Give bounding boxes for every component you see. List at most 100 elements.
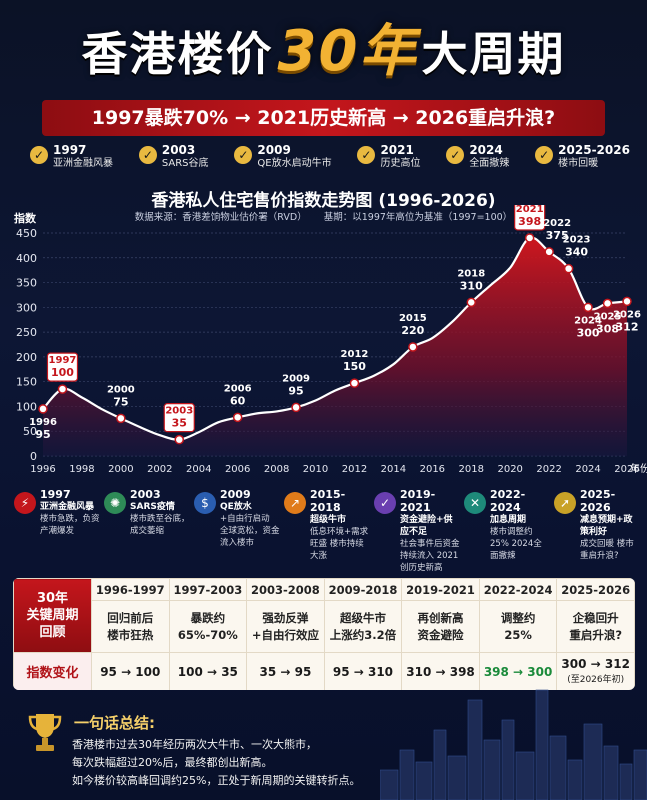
data-point [291,402,301,413]
data-point [116,413,126,424]
milestone-year: 1997 [53,143,87,157]
period-header: 2003-2008 [246,578,325,601]
index-change: 310 → 398 [401,652,480,690]
milestone-event: 楼市回暖 [558,158,599,169]
skyline-building [567,759,583,800]
y-tick-label: 200 [16,351,37,364]
data-label-year: 1996 [29,417,57,428]
summary-line: 香港楼市过去30年经历两次大牛市、一次大熊市， [72,738,317,751]
x-tick-label: 2002 [147,464,172,475]
chart-up-icon: ↗ [284,492,306,514]
index-change: 95 → 310 [323,652,403,690]
data-point [622,296,632,307]
data-label-value: 312 [616,320,639,333]
data-label-year: 2012 [341,349,369,360]
desc-line: 65%-70% [177,627,238,642]
price-index-chart: 0 50 100 150 200 250 300 350 400 450 指数 1996 1998 200… [14,205,647,475]
data-label-value: 308 [596,322,619,335]
milestone-year: 2021 [380,143,414,157]
cycle-review-table: 30年 关键周期 回顾 1996-1997 1997-2003 2003-200… [13,578,635,690]
desc-line: 重启升浪? [569,627,623,642]
milestone-year: 2024 [469,143,503,157]
table-change-row: 指数变化 95 → 100 100 → 35 35 → 95 95 → 310 … [13,652,635,690]
data-point [524,233,535,243]
data-label-value: 340 [565,246,588,259]
desc-line: 再创新高 [417,610,464,625]
data-label-box [514,205,546,231]
x-tick-label: 1998 [69,464,94,475]
x-tick-label: 2026 [614,464,639,475]
data-label-year: 2023 [563,235,591,246]
period-header: 2022-2024 [478,578,558,601]
y-axis-label: 指数 [14,211,37,225]
period-header: 2025-2026 [556,578,635,601]
title-prefix: 香港楼价 [81,27,274,81]
corner-line: 30年 [36,591,69,606]
data-label-value: 100 [51,366,74,379]
chart-subtitle: 数据来源：香港差饷物业估价署（RVD） 基期：以1997年高位为基准（1997=… [0,209,647,223]
data-label-value: 310 [460,279,483,292]
y-tick-label: 0 [30,450,37,463]
event-year: 2025-2026 [580,488,616,514]
skyline-building [583,723,603,800]
event-year: 2015-2018 [310,488,346,514]
event-desc: +自由行启动 全球宽松，资金流入楼市 [220,514,280,548]
main-title-wrap: 香港楼价 30年 大周期 [0,6,647,87]
data-label-value: 375 [546,229,569,242]
milestone-event: SARS谷底 [161,158,209,169]
data-label-box [163,403,195,433]
period-header: 1997-2003 [168,578,248,601]
skyline-building [619,763,633,800]
data-point [408,342,418,352]
data-label-year: 2018 [457,268,485,279]
data-point [57,384,68,394]
y-tick-label: 350 [16,277,37,290]
data-label-value: 150 [343,360,366,373]
x-tick-label: 2006 [225,464,250,475]
index-change: 300 → 312 (至2026年初) [556,652,635,690]
x-axis-label: 年份 [630,462,647,475]
index-change-label: 指数变化 [13,652,92,690]
index-change: 100 → 35 [168,652,248,690]
y-tick-label: 450 [16,227,37,240]
data-point [232,412,243,423]
data-label-value: 95 [288,384,303,397]
skyline-building [399,749,415,800]
index-change: 35 → 95 [246,652,325,690]
event-item: ⚡ 1997 亚洲金融风暴 楼市急跌，负资产潮爆发 [14,488,100,568]
y-tick-label: 50 [23,425,37,438]
period-desc: 超级牛市 上涨约3.2倍 [323,600,403,653]
check-icon: ✓ [535,146,554,164]
data-label-year: 2021 [516,205,544,215]
event-year: 2003 [130,488,161,501]
data-label-year: 2009 [282,373,310,384]
x-tick-label: 2008 [264,464,289,475]
x-tick-label: 2010 [303,464,328,475]
event-item: ↗ 2015-2018 超级牛市 低息环境+需求旺盛 楼市持续大涨 [284,488,370,568]
milestone-year: 2025-2026 [558,143,630,157]
desc-line: 强劲反弹 [262,610,309,625]
data-label-value: 35 [172,417,187,430]
event-item: ✺ 2003 SARS疫情 楼市跌至谷底，成交萎缩 [104,488,190,568]
skyline-building [483,739,501,800]
main-title: 香港楼价 30年 大周期 [82,6,566,87]
y-tick-label: 150 [16,376,37,389]
money-icon: $ [194,492,216,514]
event-title: 加息周期 [490,515,527,525]
event-title: QE放水 [220,502,252,512]
x-tick-label: 2014 [381,464,406,475]
data-label-year: 2026 [613,309,641,320]
event-title: 资金避险+供应不足 [400,515,453,537]
table-desc-row: 回归前后 楼市狂热 暴跌约 65%-70% 强劲反弹 +自由行效应 超级牛市 上涨约3.… [14,600,635,653]
x-tick-label: 2004 [186,464,211,475]
period-desc: 回归前后 楼市狂热 [91,600,170,653]
y-tick-label: 100 [16,400,37,413]
data-label-year: 2006 [224,383,252,394]
skyline-building [515,751,535,800]
milestone-item: ✓ 2025-2026 楼市回暖 [535,144,630,174]
skyline-building [633,749,647,800]
virus-icon: ✺ [104,492,126,514]
milestone-item: ✓ 2021 历史高位 [357,144,420,174]
check-icon: ✓ [357,146,376,164]
data-label-year: 2022 [543,218,571,229]
